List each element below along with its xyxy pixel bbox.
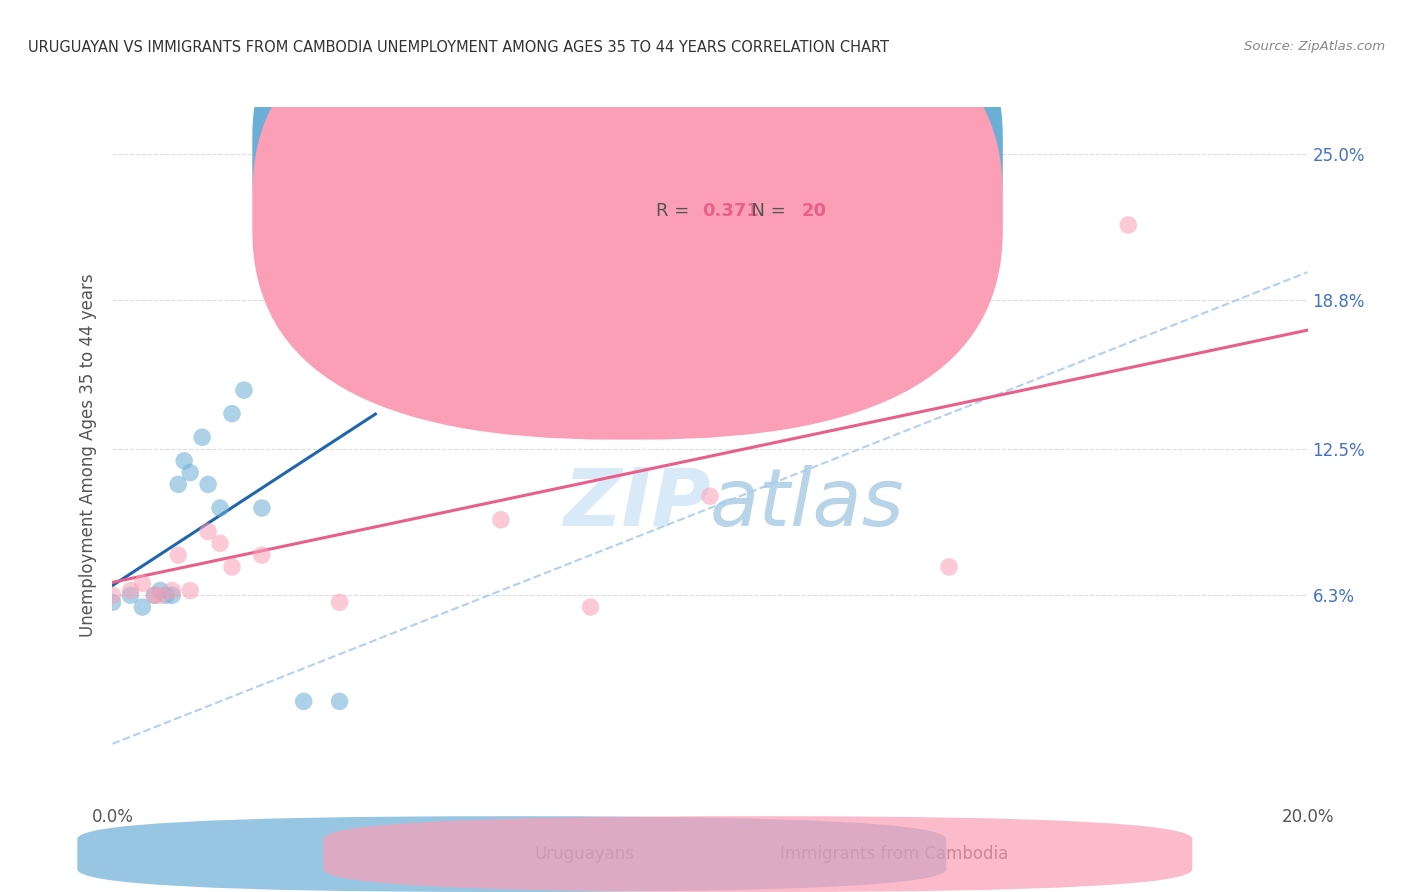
Point	[120, 583, 142, 598]
Text: 19: 19	[801, 147, 827, 165]
Point	[167, 477, 190, 491]
Point	[162, 583, 183, 598]
FancyBboxPatch shape	[591, 121, 877, 257]
Point	[221, 407, 243, 421]
Text: URUGUAYAN VS IMMIGRANTS FROM CAMBODIA UNEMPLOYMENT AMONG AGES 35 TO 44 YEARS COR: URUGUAYAN VS IMMIGRANTS FROM CAMBODIA UN…	[28, 40, 889, 55]
Text: Source: ZipAtlas.com: Source: ZipAtlas.com	[1244, 40, 1385, 54]
Text: N =: N =	[740, 147, 792, 165]
Point	[155, 588, 177, 602]
Point	[329, 595, 352, 609]
Point	[101, 595, 124, 609]
Point	[197, 477, 219, 491]
FancyBboxPatch shape	[323, 816, 1192, 892]
Point	[699, 489, 721, 503]
Point	[250, 548, 273, 562]
Point	[209, 500, 232, 515]
FancyBboxPatch shape	[77, 816, 946, 892]
Point	[149, 583, 172, 598]
Point	[388, 159, 411, 173]
Point	[938, 560, 960, 574]
Text: atlas: atlas	[710, 465, 905, 542]
Text: ZIP: ZIP	[562, 465, 710, 542]
Text: N =: N =	[740, 202, 792, 220]
Point	[162, 588, 183, 602]
Point	[1118, 218, 1140, 232]
Point	[233, 383, 256, 397]
Point	[101, 588, 124, 602]
Point	[489, 513, 512, 527]
Point	[167, 548, 190, 562]
Point	[209, 536, 232, 550]
Point	[329, 694, 352, 708]
Text: R =: R =	[657, 147, 695, 165]
Point	[143, 588, 166, 602]
Point	[250, 500, 273, 515]
FancyBboxPatch shape	[252, 0, 1002, 384]
Text: Immigrants from Cambodia: Immigrants from Cambodia	[780, 845, 1008, 863]
Point	[340, 348, 363, 362]
Point	[131, 576, 153, 591]
Point	[131, 600, 153, 615]
Text: 0.371: 0.371	[702, 202, 759, 220]
Point	[579, 600, 602, 615]
Point	[191, 430, 214, 444]
Point	[292, 694, 315, 708]
Point	[430, 335, 453, 350]
Point	[179, 583, 201, 598]
Point	[143, 588, 166, 602]
Point	[221, 560, 243, 574]
Text: Uruguayans: Uruguayans	[534, 845, 634, 863]
Y-axis label: Unemployment Among Ages 35 to 44 years: Unemployment Among Ages 35 to 44 years	[79, 273, 97, 637]
Text: R =: R =	[657, 202, 695, 220]
Point	[120, 588, 142, 602]
Point	[197, 524, 219, 539]
Point	[173, 454, 195, 468]
Text: 0.484: 0.484	[702, 147, 759, 165]
Point	[149, 588, 172, 602]
Text: 20: 20	[801, 202, 827, 220]
Point	[179, 466, 201, 480]
FancyBboxPatch shape	[252, 0, 1002, 440]
